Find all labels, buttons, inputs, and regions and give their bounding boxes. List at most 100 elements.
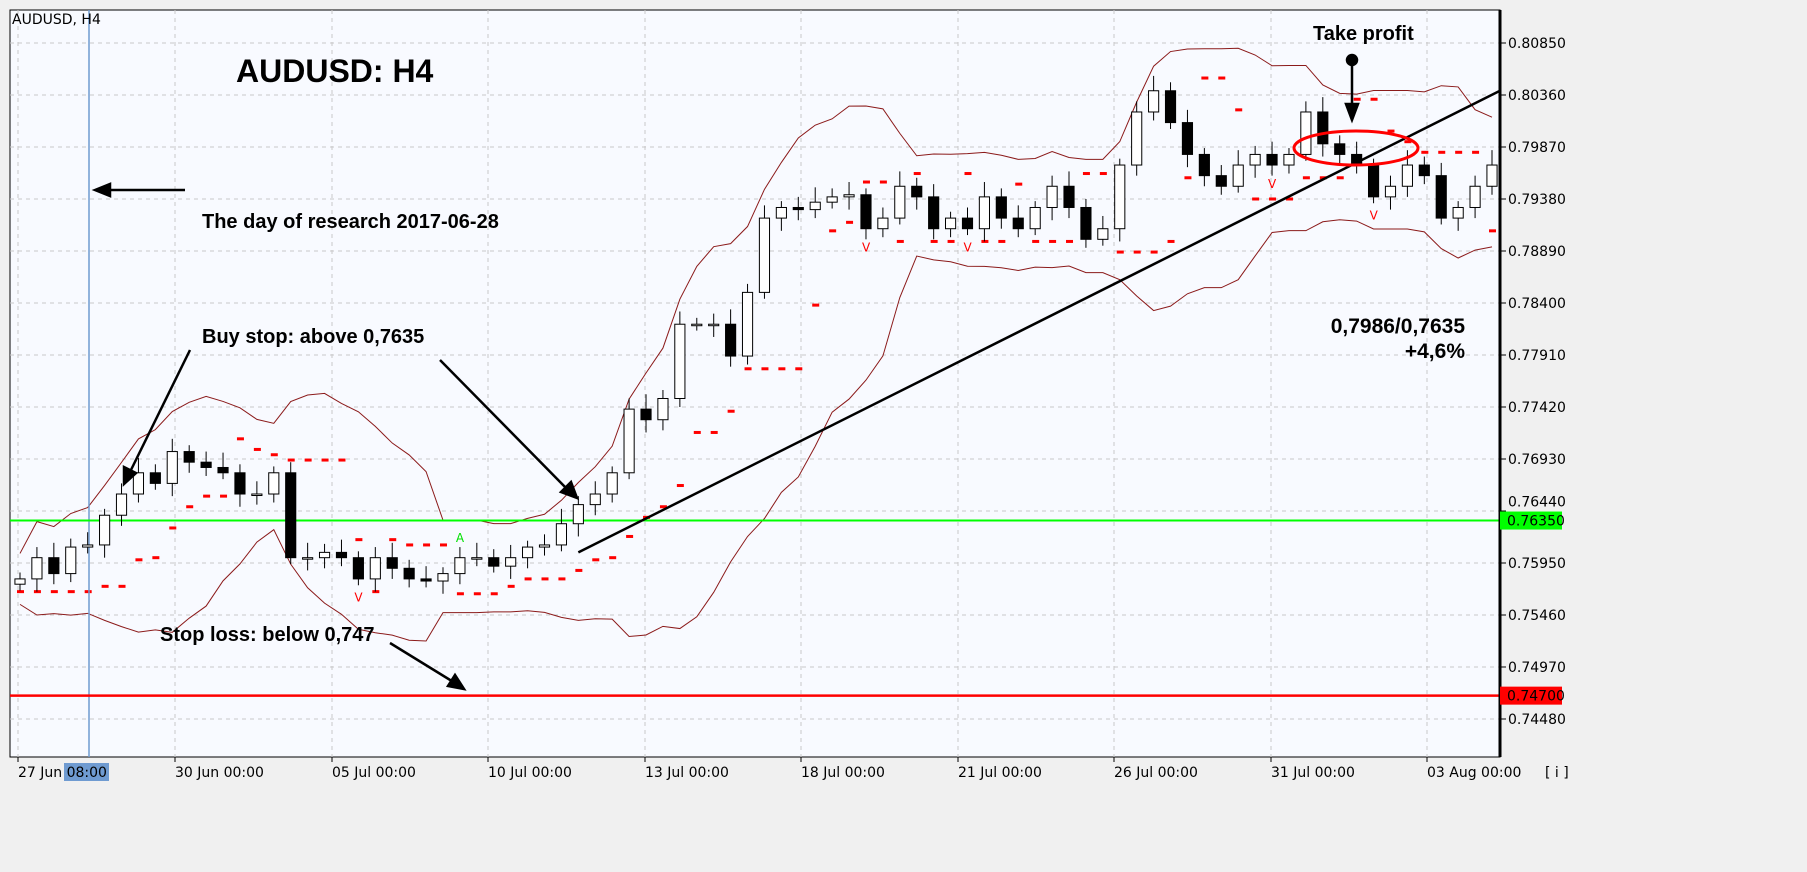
candle bbox=[132, 457, 145, 503]
sar-dot bbox=[186, 505, 194, 509]
bear-candle-body bbox=[1215, 175, 1227, 187]
bull-candle-body bbox=[877, 217, 889, 230]
sar-dot bbox=[659, 505, 667, 509]
x-tick-label: 03 Aug 00:00 bbox=[1427, 765, 1521, 781]
candle bbox=[809, 187, 821, 219]
bull-candle-body bbox=[691, 323, 703, 327]
sar-dot bbox=[118, 584, 126, 588]
y-tick-label: 0.76930 bbox=[1508, 452, 1566, 468]
bear-candle-body bbox=[640, 408, 652, 421]
sar-dot bbox=[1404, 140, 1412, 144]
bull-candle-body bbox=[82, 544, 94, 548]
bull-candle-body bbox=[522, 546, 534, 559]
sar-dot bbox=[1082, 172, 1090, 176]
bear-candle-body bbox=[1063, 185, 1075, 208]
bear-candle-body bbox=[1418, 164, 1430, 177]
y-tick-label: 0.76440 bbox=[1508, 495, 1566, 511]
sar-dot bbox=[1218, 76, 1226, 80]
sar-dot bbox=[1353, 97, 1361, 101]
candle bbox=[1418, 156, 1430, 185]
candle bbox=[1486, 150, 1498, 195]
sar-dot bbox=[1032, 239, 1040, 243]
candle bbox=[1452, 201, 1464, 231]
candle bbox=[1164, 82, 1177, 129]
bull-candle-body bbox=[251, 493, 263, 497]
candle bbox=[99, 508, 111, 558]
bear-candle-body bbox=[149, 472, 161, 484]
sar-dot bbox=[1049, 239, 1057, 243]
candle bbox=[14, 572, 26, 591]
candle bbox=[674, 311, 686, 407]
candle bbox=[741, 283, 754, 365]
sar-dot bbox=[558, 577, 566, 581]
bull-candle-body bbox=[1029, 206, 1041, 230]
candle bbox=[1334, 135, 1346, 166]
y-tick-label: 0.79380 bbox=[1508, 192, 1566, 208]
bear-candle-body bbox=[928, 196, 940, 230]
candle bbox=[82, 532, 94, 554]
info-button[interactable]: [ i ] bbox=[1545, 765, 1569, 781]
bear-candle-body bbox=[335, 551, 348, 559]
x-tick-label: 18 Jul 00:00 bbox=[801, 765, 885, 781]
candle bbox=[1097, 215, 1109, 246]
bull-candle-body bbox=[1384, 185, 1397, 198]
sar-dot bbox=[270, 453, 278, 457]
sar-dot bbox=[1116, 250, 1124, 254]
sar-dot bbox=[456, 592, 464, 596]
bull-candle-body bbox=[437, 573, 449, 582]
y-tick-label: 0.77910 bbox=[1508, 348, 1566, 364]
candle bbox=[1114, 158, 1126, 242]
candle bbox=[268, 466, 280, 503]
bear-candle-body bbox=[1266, 153, 1278, 166]
x-tick-label: 30 Jun 00:00 bbox=[175, 765, 264, 781]
y-tick-label: 0.74970 bbox=[1508, 660, 1566, 676]
take-profit-arrow-head bbox=[1344, 102, 1360, 124]
sar-dot bbox=[389, 538, 397, 542]
sar-dot bbox=[1201, 76, 1209, 80]
sar-dot bbox=[846, 220, 854, 224]
candle bbox=[1317, 97, 1329, 157]
sar-dot bbox=[84, 590, 92, 594]
candle bbox=[708, 313, 720, 337]
sar-dot bbox=[575, 568, 583, 572]
bear-candle-body bbox=[725, 323, 737, 357]
bull-candle-body bbox=[657, 398, 669, 421]
buy-stop-arrow-2 bbox=[439, 359, 569, 491]
sar-dot bbox=[1252, 197, 1260, 201]
bear-candle-body bbox=[792, 206, 804, 211]
sar-dot bbox=[1472, 150, 1480, 154]
bull-candle-body bbox=[1131, 111, 1143, 166]
bull-candle-body bbox=[99, 514, 111, 546]
candle bbox=[420, 566, 432, 588]
candle bbox=[657, 390, 669, 431]
y-tick-label: 0.78890 bbox=[1508, 244, 1566, 260]
lower-band bbox=[19, 219, 1493, 642]
bull-candle-body bbox=[775, 206, 787, 219]
candle bbox=[1131, 101, 1143, 176]
bull-candle-body bbox=[1300, 111, 1312, 155]
fractal-down-icon: V bbox=[963, 240, 972, 254]
candle bbox=[200, 451, 212, 476]
candle bbox=[149, 464, 161, 490]
sar-dot bbox=[609, 556, 617, 560]
bull-candle-body bbox=[606, 472, 618, 495]
sar-dot bbox=[507, 584, 515, 588]
sar-dot bbox=[1421, 150, 1429, 154]
candle bbox=[251, 481, 263, 505]
bollinger-bands bbox=[19, 47, 1493, 642]
sar-dot bbox=[169, 526, 177, 530]
sar-dot bbox=[1438, 150, 1446, 154]
candle bbox=[877, 207, 889, 238]
grid bbox=[10, 10, 1500, 757]
sar-dot bbox=[490, 592, 498, 596]
bear-candle-body bbox=[1435, 175, 1447, 219]
bull-candle-body bbox=[115, 493, 128, 516]
bull-candle-body bbox=[268, 472, 280, 495]
sar-dot bbox=[321, 458, 329, 462]
bear-candle-body bbox=[285, 472, 297, 559]
sar-dot bbox=[152, 556, 160, 560]
bull-candle-body bbox=[944, 217, 957, 230]
candle bbox=[843, 182, 855, 210]
candle bbox=[911, 177, 923, 210]
